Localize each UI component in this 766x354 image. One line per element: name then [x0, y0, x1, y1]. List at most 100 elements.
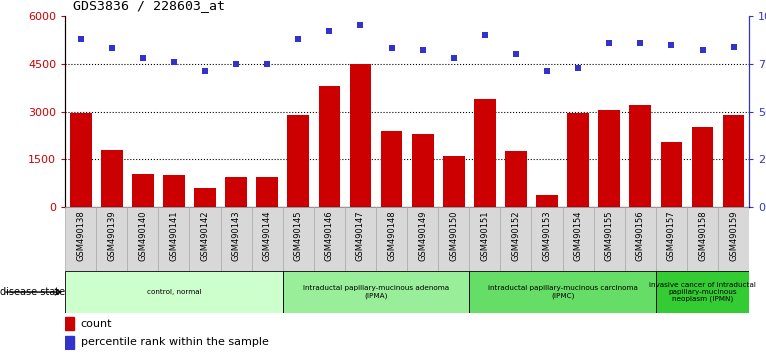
Text: GSM490138: GSM490138 [76, 210, 85, 261]
Text: GSM490154: GSM490154 [574, 210, 583, 261]
Bar [438, 207, 470, 271]
Text: GSM490145: GSM490145 [294, 210, 303, 261]
Point [136, 55, 149, 61]
Text: GSM490148: GSM490148 [387, 210, 396, 261]
Text: GSM490141: GSM490141 [169, 210, 178, 261]
Text: GSM490146: GSM490146 [325, 210, 334, 261]
Point [106, 46, 118, 51]
Bar [470, 271, 656, 313]
Bar [692, 127, 713, 207]
Bar [221, 207, 252, 271]
Bar [625, 207, 656, 271]
Bar [630, 105, 651, 207]
Bar [159, 207, 189, 271]
Point [510, 51, 522, 57]
Bar [314, 207, 345, 271]
Bar [257, 177, 278, 207]
Point [292, 36, 304, 42]
Text: count: count [80, 319, 112, 329]
Point [355, 23, 367, 28]
Point [541, 69, 553, 74]
Bar [252, 207, 283, 271]
Bar [443, 156, 465, 207]
Bar [594, 207, 625, 271]
Text: GSM490140: GSM490140 [139, 210, 147, 261]
Bar [319, 86, 340, 207]
Text: GSM490156: GSM490156 [636, 210, 645, 261]
Bar [65, 271, 283, 313]
Text: GSM490142: GSM490142 [201, 210, 210, 261]
Bar [562, 207, 594, 271]
Text: GSM490150: GSM490150 [450, 210, 458, 261]
Bar [101, 150, 123, 207]
Point [230, 61, 242, 67]
Bar [660, 142, 683, 207]
Bar [656, 207, 687, 271]
Text: GSM490153: GSM490153 [542, 210, 552, 261]
Bar [500, 207, 532, 271]
Point [666, 42, 678, 47]
Point [603, 40, 615, 46]
Text: GSM490159: GSM490159 [729, 210, 738, 261]
Text: GSM490149: GSM490149 [418, 210, 427, 261]
Point [728, 44, 740, 49]
Point [572, 65, 584, 70]
Text: GSM490143: GSM490143 [231, 210, 241, 261]
Bar [536, 195, 558, 207]
Text: intraductal papillary-mucinous carcinoma
(IPMC): intraductal papillary-mucinous carcinoma… [488, 285, 637, 299]
Point [74, 36, 87, 42]
Bar [65, 207, 97, 271]
Text: GDS3836 / 228603_at: GDS3836 / 228603_at [73, 0, 224, 12]
Text: control, normal: control, normal [146, 289, 201, 295]
Point [199, 69, 211, 74]
Point [168, 59, 180, 65]
Text: GSM490158: GSM490158 [698, 210, 707, 261]
Text: invasive cancer of intraductal
papillary-mucinous
neoplasm (IPMN): invasive cancer of intraductal papillary… [649, 282, 756, 302]
Text: GSM490152: GSM490152 [512, 210, 520, 261]
Bar [376, 207, 408, 271]
Bar [470, 207, 500, 271]
Text: GSM490155: GSM490155 [604, 210, 614, 261]
Text: intraductal papillary-mucinous adenoma
(IPMA): intraductal papillary-mucinous adenoma (… [303, 285, 449, 299]
Point [323, 28, 336, 34]
Point [634, 40, 647, 46]
Bar [718, 207, 749, 271]
Bar [656, 271, 749, 313]
Bar [349, 64, 372, 207]
Text: GSM490139: GSM490139 [107, 210, 116, 261]
Bar [345, 207, 376, 271]
Bar [194, 188, 216, 207]
Text: percentile rank within the sample: percentile rank within the sample [80, 337, 268, 347]
Bar [70, 113, 92, 207]
Bar [381, 131, 402, 207]
Bar [505, 152, 527, 207]
Bar [474, 99, 496, 207]
Text: GSM490157: GSM490157 [667, 210, 676, 261]
Bar [287, 115, 309, 207]
Bar [127, 207, 159, 271]
Bar [65, 336, 74, 349]
Bar [687, 207, 718, 271]
Text: GSM490147: GSM490147 [356, 210, 365, 261]
Text: GSM490151: GSM490151 [480, 210, 489, 261]
Point [479, 32, 491, 38]
Point [417, 47, 429, 53]
Point [696, 47, 709, 53]
Bar [132, 174, 154, 207]
Bar [722, 115, 745, 207]
Point [261, 61, 273, 67]
Bar [225, 177, 247, 207]
Point [447, 55, 460, 61]
Bar [283, 207, 314, 271]
Bar [532, 207, 562, 271]
Bar [283, 271, 470, 313]
Bar [408, 207, 438, 271]
Point [385, 46, 398, 51]
Bar [189, 207, 221, 271]
Bar [97, 207, 127, 271]
Text: GSM490144: GSM490144 [263, 210, 272, 261]
Bar [598, 110, 620, 207]
Bar [163, 175, 185, 207]
Bar [412, 134, 434, 207]
Bar [65, 317, 74, 330]
